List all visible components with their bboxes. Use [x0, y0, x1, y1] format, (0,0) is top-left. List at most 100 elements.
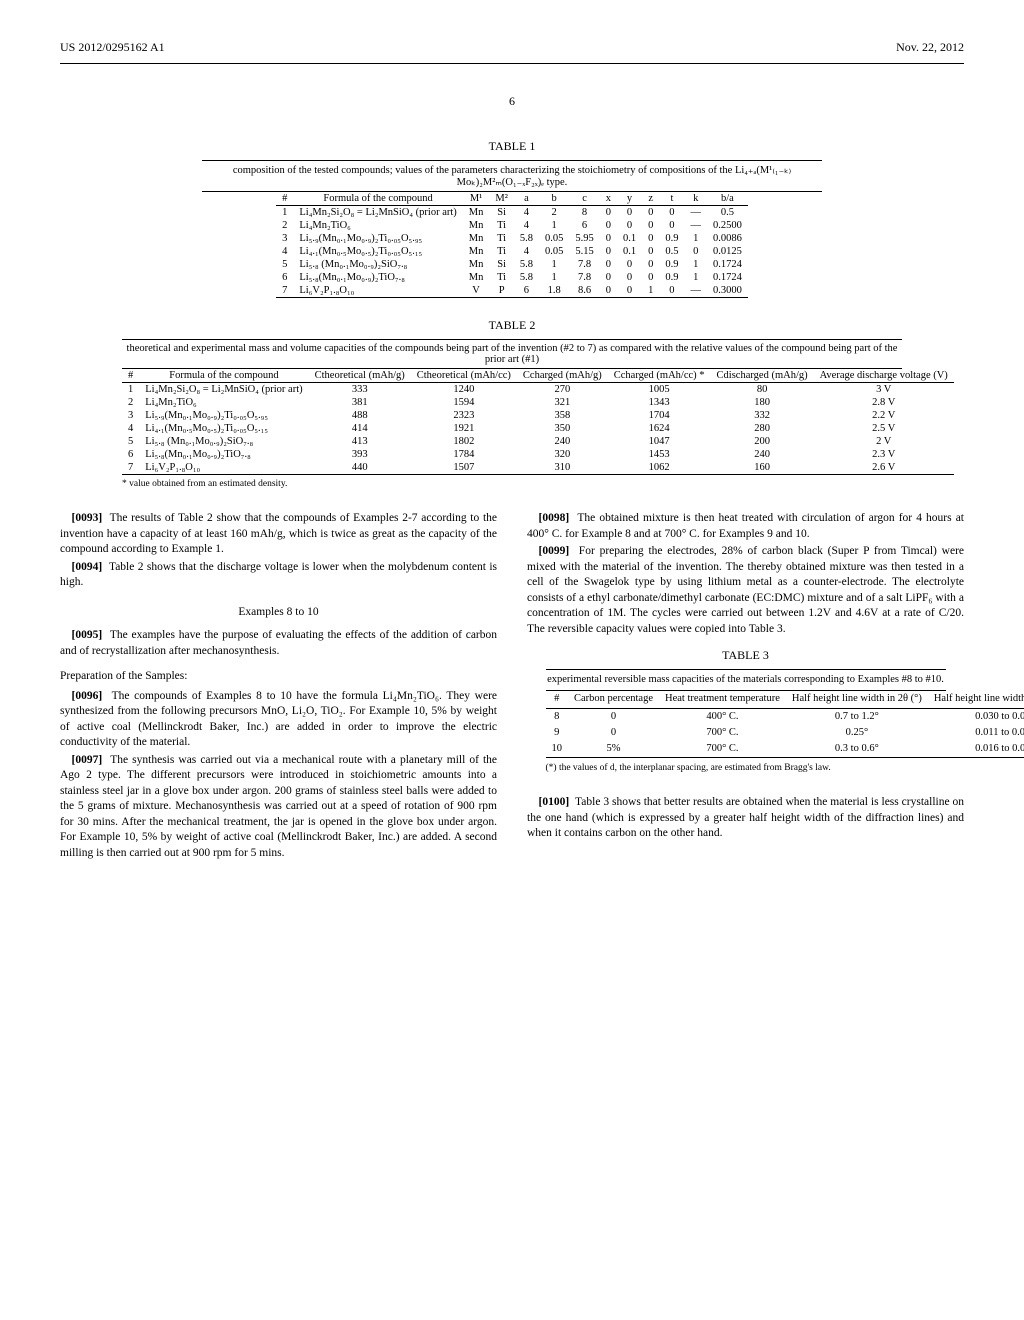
- col-header: Carbon percentage: [568, 691, 659, 708]
- table-row: 105%700° C.0.3 to 0.6°0.016 to 0.027202: [546, 741, 1024, 758]
- cell: 0: [568, 725, 659, 741]
- cell: 240: [517, 435, 608, 448]
- table-row: 1Li₄Mn₂Si₂O₈ = Li₂MnSiO₄ (prior art)3331…: [122, 383, 954, 397]
- cell: 180: [711, 396, 814, 409]
- cell: 7.8: [569, 258, 599, 271]
- cell: 7: [122, 461, 139, 475]
- cell: 0.3 to 0.6°: [786, 741, 928, 758]
- cell: 1: [539, 258, 569, 271]
- para-99: [0099] For preparing the electrodes, 28%…: [527, 544, 964, 637]
- cell: 0: [659, 206, 684, 220]
- cell: 5.15: [569, 245, 599, 258]
- cell: 10: [546, 741, 569, 758]
- doc-date: Nov. 22, 2012: [896, 40, 964, 55]
- table-1: TABLE 1 composition of the tested compou…: [202, 139, 822, 298]
- cell: 2: [122, 396, 139, 409]
- cell: P: [489, 284, 513, 298]
- cell: Ti: [489, 245, 513, 258]
- cell: Si: [489, 206, 513, 220]
- cell: 0: [617, 206, 642, 220]
- table-row: 6Li₅.₈(Mn₀.₁Mo₀.₉)₂TiO₇.₈393178432014532…: [122, 448, 954, 461]
- cell: 0: [600, 284, 617, 298]
- cell: 3: [276, 232, 293, 245]
- col-header: Ccharged (mAh/cc) *: [608, 369, 711, 383]
- table2-grid: #Formula of the compoundCtheoretical (mA…: [122, 369, 954, 475]
- table-row: 1Li₄Mn₂Si₂O₈ = Li₂MnSiO₄ (prior art)MnSi…: [276, 206, 748, 220]
- cell: 333: [309, 383, 411, 397]
- cell: 1507: [411, 461, 517, 475]
- cell: 0.011 to 0.017: [928, 725, 1024, 741]
- cell: 0: [642, 232, 659, 245]
- cell: Li₄.₁(Mn₀.₅Mo₀.₅)₂Ti₀.₀₅O₅.₁₅: [139, 422, 308, 435]
- cell: 0: [600, 258, 617, 271]
- para-text: The compounds of Examples 8 to 10 have t…: [60, 690, 497, 749]
- cell: 270: [517, 383, 608, 397]
- cell: 8: [569, 206, 599, 220]
- cell: 1: [684, 271, 707, 284]
- para-98: [0098] The obtained mixture is then heat…: [527, 511, 964, 542]
- col-header: a: [514, 192, 539, 206]
- cell: 310: [517, 461, 608, 475]
- cell: 1.8: [539, 284, 569, 298]
- cell: Li₄Mn₂TiO₆: [293, 219, 462, 232]
- cell: 0.1: [617, 245, 642, 258]
- cell: 1005: [608, 383, 711, 397]
- cell: 0.25°: [786, 725, 928, 741]
- cell: 0.1: [617, 232, 642, 245]
- para-text: The obtained mixture is then heat treate…: [527, 512, 964, 540]
- cell: 393: [309, 448, 411, 461]
- cell: Li₅.₈ (Mn₀.₁Mo₀.₉)₂SiO₇.₈: [139, 435, 308, 448]
- left-column: [0093] The results of Table 2 show that …: [60, 509, 497, 863]
- table1-grid: #Formula of the compoundM¹M²abcxyztkb/a …: [276, 192, 748, 298]
- table1-title: TABLE 1: [202, 139, 822, 154]
- cell: 0: [642, 271, 659, 284]
- cell: Mn: [463, 219, 490, 232]
- cell: 1921: [411, 422, 517, 435]
- cell: —: [684, 284, 707, 298]
- cell: Li₅.₈(Mn₀.₁Mo₀.₉)₂TiO₇.₈: [139, 448, 308, 461]
- col-header: Cdischarged (mAh/g): [711, 369, 814, 383]
- para-num: [0097]: [72, 754, 103, 766]
- para-num: [0094]: [72, 561, 103, 573]
- page-header: US 2012/0295162 A1 Nov. 22, 2012: [60, 40, 964, 55]
- table-row: 80400° C.0.7 to 1.2°0.030 to 0.055246: [546, 708, 1024, 725]
- col-header: y: [617, 192, 642, 206]
- cell: Li₅.₉(Mn₀.₁Mo₀.₉)₂Ti₀.₀₅O₅.₉₅: [139, 409, 308, 422]
- cell: 5: [276, 258, 293, 271]
- table-row: 6Li₅.₈(Mn₀.₁Mo₀.₉)₂TiO₇.₈MnTi5.817.80000…: [276, 271, 748, 284]
- col-header: c: [569, 192, 599, 206]
- cell: 400° C.: [659, 708, 786, 725]
- cell: 0.016 to 0.027: [928, 741, 1024, 758]
- cell: Mn: [463, 258, 490, 271]
- cell: 7.8: [569, 271, 599, 284]
- col-header: k: [684, 192, 707, 206]
- cell: 240: [711, 448, 814, 461]
- cell: 700° C.: [659, 741, 786, 758]
- cell: Si: [489, 258, 513, 271]
- cell: 5: [122, 435, 139, 448]
- cell: 6: [276, 271, 293, 284]
- table3-title: TABLE 3: [546, 647, 946, 663]
- table-row: 4Li₄.₁(Mn₀.₅Mo₀.₅)₂Ti₀.₀₅O₅.₁₅MnTi40.055…: [276, 245, 748, 258]
- col-header: Average discharge voltage (V): [814, 369, 954, 383]
- col-header: M²: [489, 192, 513, 206]
- cell: 1624: [608, 422, 711, 435]
- para-100: [0100] Table 3 shows that better results…: [527, 795, 964, 842]
- cell: 4: [514, 219, 539, 232]
- col-header: #: [546, 691, 569, 708]
- cell: 0.5: [707, 206, 748, 220]
- cell: 1784: [411, 448, 517, 461]
- cell: 0.3000: [707, 284, 748, 298]
- col-header: Ccharged (mAh/g): [517, 369, 608, 383]
- cell: 0.0125: [707, 245, 748, 258]
- cell: 350: [517, 422, 608, 435]
- cell: 0: [617, 258, 642, 271]
- para-text: The synthesis was carried out via a mech…: [60, 754, 497, 859]
- para-num: [0099]: [539, 545, 570, 557]
- cell: 440: [309, 461, 411, 475]
- col-header: #: [122, 369, 139, 383]
- col-header: z: [642, 192, 659, 206]
- cell: Li₄Mn₂Si₂O₈ = Li₂MnSiO₄ (prior art): [139, 383, 308, 397]
- cell: 0: [568, 708, 659, 725]
- cell: 0.0086: [707, 232, 748, 245]
